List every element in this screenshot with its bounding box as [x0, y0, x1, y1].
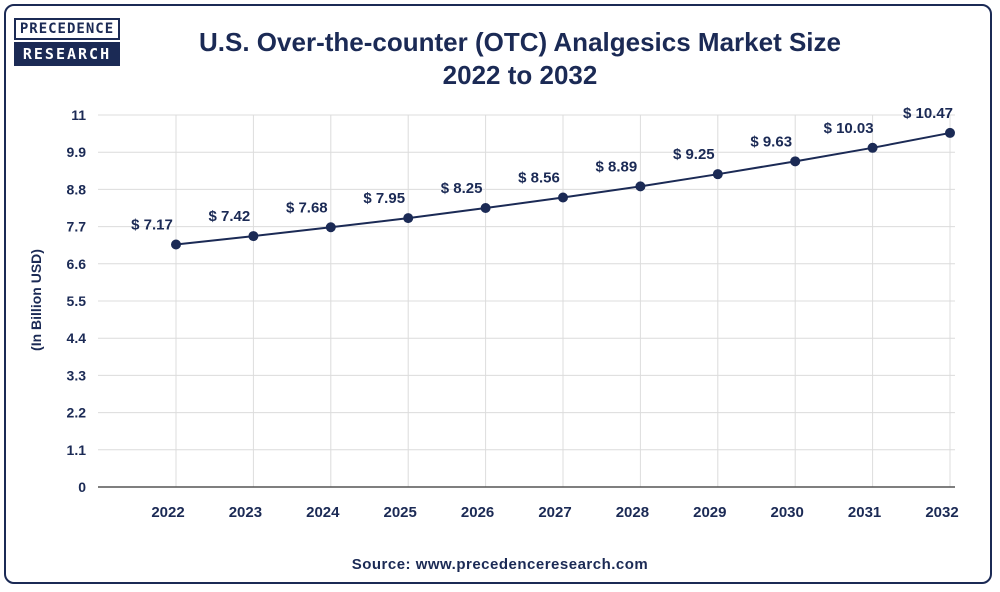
x-tick-label: 2030: [771, 504, 804, 521]
y-tick-label: 7.7: [67, 219, 87, 235]
chart-title-main: U.S. Over-the-counter (OTC) Analgesics M…: [199, 27, 841, 57]
data-label-layer: $ 7.17 $ 7.42 $ 7.68 $ 7.95 $ 8.25 $ 8.56 $ 8.…: [131, 105, 953, 234]
data-point: [945, 127, 955, 138]
logo-top-text: PRECEDENCE: [14, 18, 120, 40]
y-tick-label: 0: [78, 479, 86, 495]
data-label: $ 7.68: [286, 199, 328, 216]
x-tick-label: 2025: [384, 504, 417, 521]
y-tick-label: 11: [71, 107, 86, 123]
data-label: $ 8.25: [441, 180, 483, 197]
y-tick-label: 2.2: [67, 405, 87, 421]
chart-title: U.S. Over-the-counter (OTC) Analgesics M…: [160, 26, 880, 92]
y-tick-label: 9.9: [67, 144, 87, 160]
y-tick-label: 3.3: [67, 367, 87, 383]
line-layer: [171, 127, 955, 250]
data-label: $ 8.56: [518, 170, 560, 187]
data-label: $ 9.63: [750, 133, 792, 150]
data-point: [558, 192, 568, 203]
y-tick-label: 4.4: [67, 330, 87, 346]
x-tick-label: 2032: [925, 504, 958, 521]
data-point: [635, 181, 646, 192]
data-label: $ 7.42: [209, 208, 251, 225]
y-tick-label: 6.6: [67, 256, 87, 272]
data-point: [403, 213, 414, 224]
y-tick-label: 1.1: [67, 442, 87, 458]
data-point: [790, 156, 801, 167]
data-label: $ 10.47: [903, 105, 953, 122]
x-tick-label: 2027: [538, 504, 571, 521]
x-tick-label: 2022: [151, 504, 184, 521]
x-tick-label: 2024: [306, 504, 340, 521]
data-point: [867, 142, 878, 153]
data-label: $ 9.25: [673, 146, 715, 163]
x-tick-label: 2026: [461, 504, 494, 521]
x-tick-label: 2031: [848, 504, 881, 521]
data-label: $ 7.17: [131, 217, 173, 234]
data-label: $ 7.95: [363, 190, 405, 207]
x-tick-label: 2023: [229, 504, 262, 521]
chart-subtitle: 2022 to 2032: [442, 60, 598, 90]
data-label: $ 8.89: [596, 158, 638, 175]
axis-layer: 0 1.1 2.2 3.3 4.4 5.5 6.6 7.7 8.8 9.9 11 2022 2023 20…: [67, 107, 959, 521]
x-tick-label: 2029: [693, 504, 726, 521]
data-point: [325, 222, 336, 233]
grid-layer: [98, 114, 955, 487]
y-tick-label: 5.5: [67, 293, 87, 309]
source-note: Source: www.precedenceresearch.com: [351, 556, 649, 573]
y-tick-label: 8.8: [67, 181, 87, 197]
data-point: [712, 169, 723, 180]
logo-bottom-text: RESEARCH: [14, 42, 120, 66]
data-point: [171, 239, 181, 250]
x-tick-label: 2028: [616, 504, 649, 521]
data-point: [480, 203, 491, 213]
brand-logo: PRECEDENCE RESEARCH: [14, 18, 120, 68]
data-label: $ 10.03: [824, 120, 874, 137]
data-point: [248, 231, 259, 242]
